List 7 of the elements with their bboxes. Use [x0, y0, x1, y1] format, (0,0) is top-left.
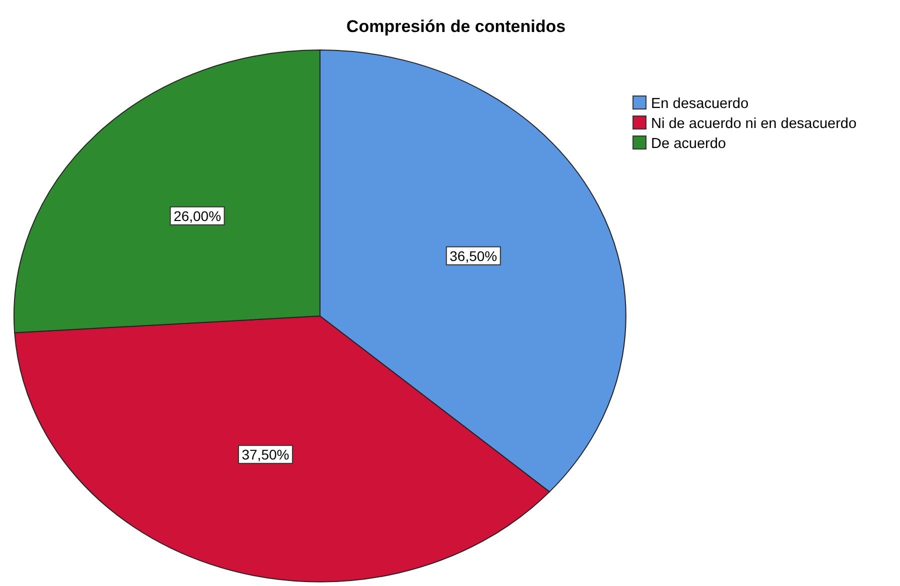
legend-label: De acuerdo: [651, 136, 726, 152]
data-label: 36,50%: [450, 248, 498, 264]
data-label: 26,00%: [174, 208, 222, 224]
legend-label: Ni de acuerdo ni en desacuerdo: [651, 116, 857, 132]
data-label: 37,50%: [242, 446, 290, 462]
legend-label: En desacuerdo: [651, 96, 749, 112]
chart-title: Compresión de contenidos: [346, 17, 566, 36]
